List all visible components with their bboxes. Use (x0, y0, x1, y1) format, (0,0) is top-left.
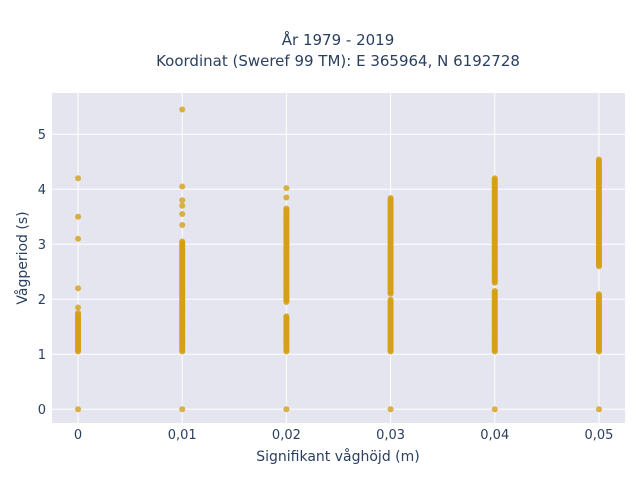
data-point-col0-40 (75, 213, 82, 220)
data-point-col1-106 (179, 183, 186, 190)
y-axis-title: Vågperiod (s) (14, 211, 31, 304)
data-point-col2-120 (283, 194, 290, 201)
data-point-col0-37 (75, 304, 82, 311)
x-tick-label-3: 0,03 (376, 428, 405, 443)
data-points (75, 106, 602, 413)
data-point-col1-102 (179, 222, 186, 228)
chart-title-line-1: År 1979 - 2019 (282, 30, 395, 49)
data-point-col0-35 (75, 310, 82, 316)
y-tick-label-4: 4 (38, 183, 46, 198)
data-point-col1-101 (179, 406, 186, 413)
data-point-col3-47 (387, 296, 394, 303)
y-tick-label-3: 3 (38, 238, 46, 253)
y-tick-label-0: 0 (38, 403, 46, 418)
data-point-col1-107 (179, 106, 186, 113)
data-point-col1-100 (179, 238, 186, 245)
tick-labels: 0 0,01 0,02 0,03 0,04 0,05 0 1 2 3 4 5 (38, 128, 614, 443)
x-tick-label-2: 0,02 (272, 428, 301, 443)
x-axis-title: Signifikant våghöjd (m) (256, 448, 419, 465)
x-tick-label-4: 0,04 (480, 428, 509, 443)
plot-background (52, 93, 625, 423)
data-point-col0-41 (75, 175, 82, 182)
data-point-col5-150 (595, 156, 602, 163)
data-point-col2-32 (283, 313, 290, 320)
x-tick-label-5: 0,05 (584, 428, 613, 443)
y-tick-label-5: 5 (38, 128, 46, 143)
data-point-col2-118 (283, 205, 290, 212)
data-point-col4-55 (491, 288, 498, 294)
data-point-col5-151 (595, 406, 602, 413)
data-point-col4-152 (491, 406, 498, 413)
data-point-col0-39 (75, 235, 82, 242)
chart-title-line-2: Koordinat (Sweref 99 TM): E 365964, N 61… (156, 52, 520, 70)
data-point-col3-136 (387, 406, 394, 413)
data-point-col1-105 (179, 197, 186, 204)
data-point-col4-151 (491, 175, 498, 182)
data-point-col1-104 (179, 202, 186, 209)
x-tick-label-0: 0 (74, 428, 82, 443)
y-tick-label-2: 2 (38, 293, 46, 308)
data-point-col2-121 (283, 185, 290, 192)
data-point-col3-135 (387, 195, 394, 202)
data-point-col0-36 (75, 406, 82, 413)
data-point-col0-38 (75, 285, 82, 292)
x-tick-label-1: 0,01 (168, 428, 197, 443)
data-point-col1-103 (179, 211, 186, 217)
data-point-col2-119 (283, 406, 290, 413)
y-tick-label-1: 1 (38, 348, 46, 363)
data-point-col5-52 (595, 291, 602, 298)
